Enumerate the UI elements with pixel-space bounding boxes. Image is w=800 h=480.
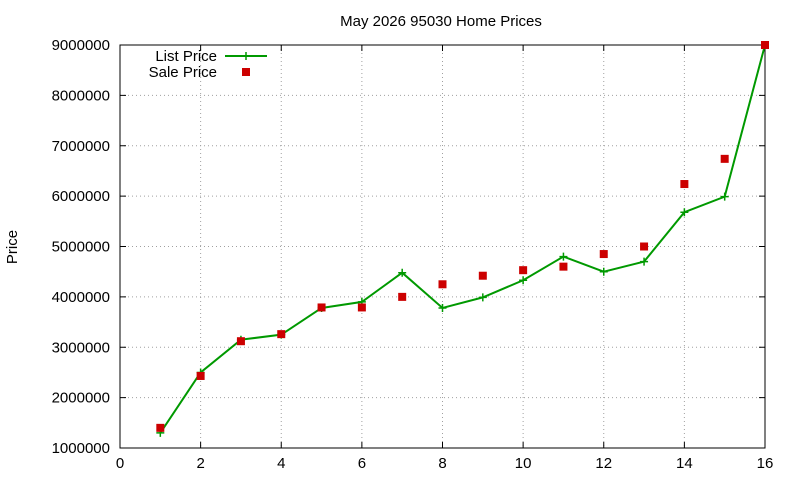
list-price-line: [159, 44, 766, 434]
y-tick-label: 8000000: [52, 87, 110, 104]
sale-price-point: [236, 337, 245, 346]
y-tick-label: 9000000: [52, 37, 110, 54]
x-tick-label: 8: [438, 455, 446, 472]
y-tick-label: 2000000: [52, 390, 110, 407]
y-tick-label: 4000000: [52, 289, 110, 306]
y-tick-label: 1000000: [52, 440, 110, 457]
list-price-point: [599, 267, 608, 276]
x-tick-label: 16: [757, 455, 774, 472]
sale-price-point: [478, 271, 487, 280]
series-sale-price: [156, 41, 769, 432]
list-price-point: [559, 252, 568, 261]
list-price-point: [438, 303, 447, 312]
sale-price-point: [398, 292, 407, 301]
sale-price-point: [277, 330, 286, 339]
x-tick-label: 6: [358, 455, 366, 472]
list-price-point: [478, 293, 487, 302]
axis-ticks: 0 2 4 6 8 10 12 14 16 1000000 2000000 3000000 400000…: [52, 37, 774, 472]
sale-price-point: [761, 41, 769, 49]
legend-swatch-square: [242, 68, 250, 76]
series: [156, 41, 769, 437]
x-tick-label: 4: [277, 455, 285, 472]
sale-price-point: [640, 242, 649, 251]
list-price-point: [398, 268, 407, 277]
grid: [120, 45, 765, 448]
x-tick-label: 0: [116, 455, 124, 472]
y-axis-label: Price: [4, 230, 21, 264]
sale-price-point: [599, 250, 608, 259]
sale-price-point: [156, 423, 165, 432]
list-price-point: [519, 276, 528, 285]
sale-price-point: [317, 303, 326, 312]
sale-price-point: [680, 180, 689, 189]
y-tick-label: 6000000: [52, 188, 110, 205]
sale-price-point: [438, 280, 447, 289]
sale-price-point: [357, 303, 366, 312]
series-list-price: [156, 41, 769, 437]
x-tick-label: 12: [595, 455, 612, 472]
sale-price-point: [720, 154, 729, 163]
legend-swatch-plus: [242, 52, 250, 60]
sale-price-point: [559, 262, 568, 271]
chart-title: May 2026 95030 Home Prices: [340, 13, 542, 30]
sale-price-point: [196, 371, 205, 380]
y-tick-label: 7000000: [52, 138, 110, 155]
x-tick-label: 14: [676, 455, 693, 472]
x-tick-label: 2: [196, 455, 204, 472]
legend-label: Sale Price: [149, 64, 217, 81]
x-tick-label: 10: [515, 455, 532, 472]
list-price-point: [640, 257, 649, 266]
y-tick-label: 3000000: [52, 339, 110, 356]
list-price-point: [680, 208, 689, 217]
list-price-point: [720, 192, 729, 201]
sale-price-point: [519, 266, 528, 275]
y-tick-label: 5000000: [52, 239, 110, 256]
legend-label: List Price: [155, 48, 217, 65]
